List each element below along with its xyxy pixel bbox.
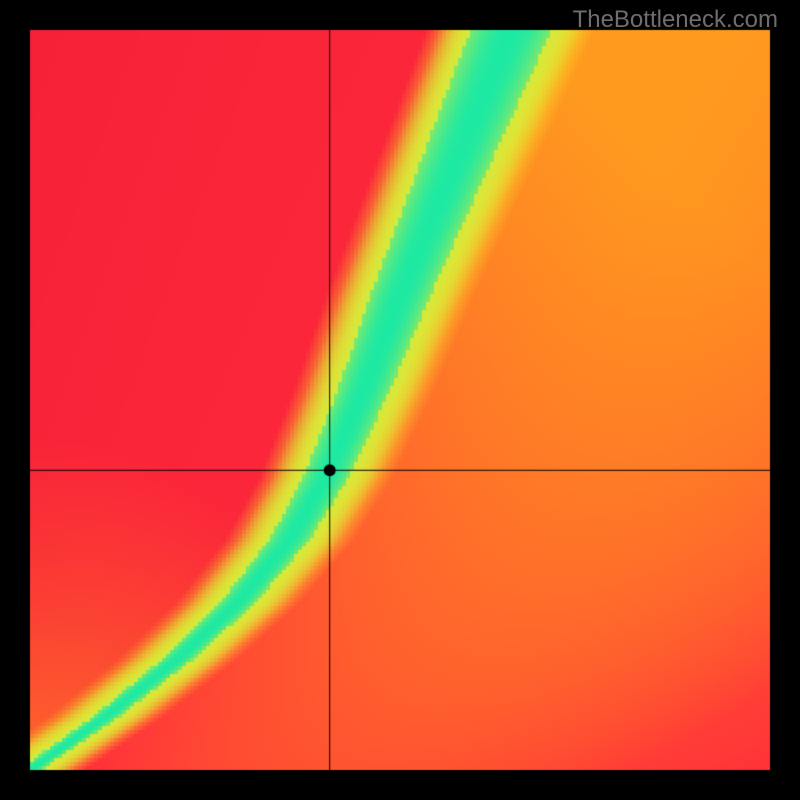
watermark-text: TheBottleneck.com [573,6,778,34]
bottleneck-heatmap [0,0,800,800]
